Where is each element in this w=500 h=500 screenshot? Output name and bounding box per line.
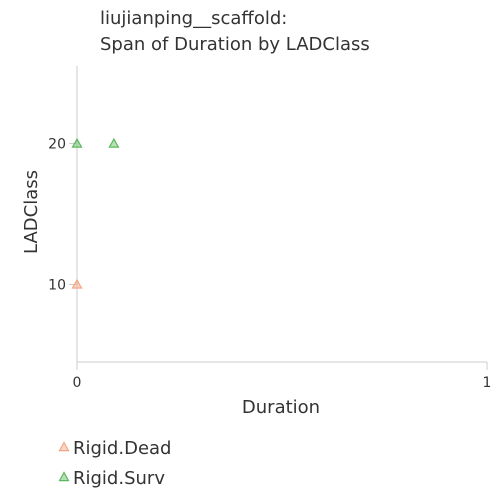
x-tick-label: 0 xyxy=(73,375,82,391)
legend-label: Rigid.Surv xyxy=(73,468,165,489)
chart-title-line-1: liujianping__scaffold: xyxy=(100,8,287,29)
data-point-rigid-dead xyxy=(71,278,83,289)
legend: Rigid.Dead Rigid.Surv xyxy=(58,438,171,489)
axes xyxy=(76,66,487,363)
chart-title-line-2: Span of Duration by LADClass xyxy=(100,34,370,55)
y-axis-title: LADClass xyxy=(21,170,42,254)
data-points xyxy=(71,137,120,289)
legend-marker xyxy=(58,471,70,482)
legend-label: Rigid.Dead xyxy=(73,438,171,459)
x-tick-label: 1 xyxy=(483,375,492,391)
ticks: 10 20 0 1 xyxy=(48,137,491,391)
x-axis-title: Duration xyxy=(242,397,320,418)
y-tick-label: 20 xyxy=(48,137,66,153)
legend-marker xyxy=(58,441,70,452)
data-point-rigid-surv xyxy=(71,137,83,148)
chart-title: liujianping__scaffold: Span of Duration … xyxy=(100,8,370,55)
data-point-rigid-surv xyxy=(108,137,120,148)
y-tick-label: 10 xyxy=(48,277,66,293)
